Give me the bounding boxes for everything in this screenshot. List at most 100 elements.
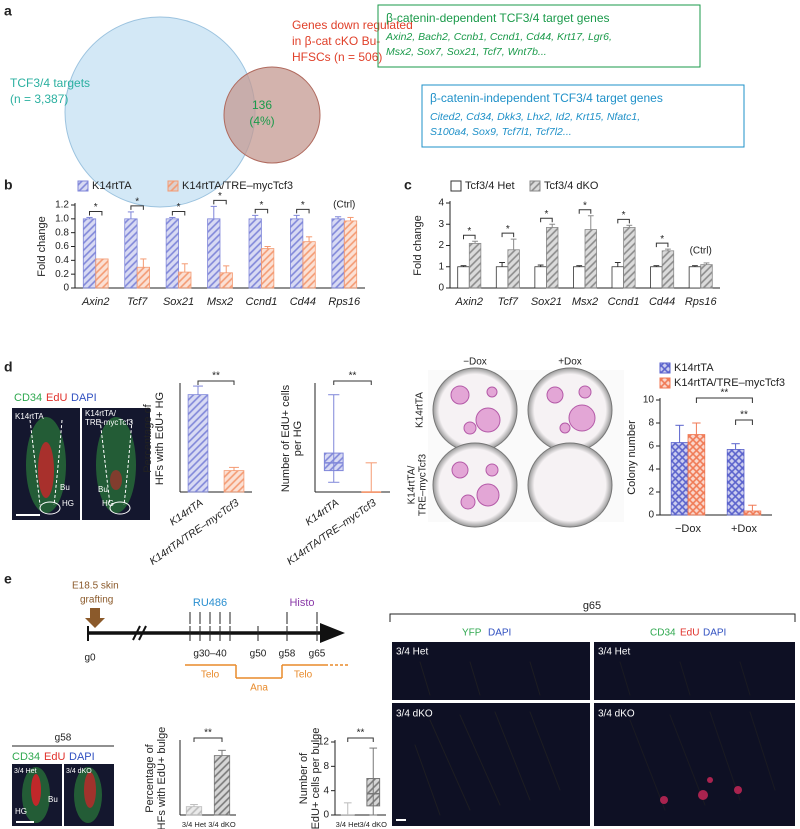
error-bar — [218, 749, 226, 756]
significance-label: ** — [357, 728, 365, 739]
legend-label: Tcf3/4 dKO — [544, 180, 599, 192]
legend-label: K14rtTA — [92, 180, 132, 192]
y-tick-label: 1.2 — [55, 200, 69, 211]
gene-list: Msx2, Sox7, Sox21, Tcf7, Wnt7b... — [386, 46, 547, 58]
x-tick-label: Cd44 — [649, 296, 675, 308]
stain-label: EdU — [44, 751, 65, 763]
plate-column: −Dox — [463, 357, 487, 368]
y-tick-label: 0.2 — [55, 269, 69, 280]
error-bar — [692, 265, 698, 267]
y-tick-label: 4 — [323, 785, 329, 796]
x-tick-label: Axin2 — [455, 296, 484, 308]
region-label: Bu — [48, 795, 58, 804]
significance-label: * — [506, 224, 510, 235]
error-bar — [190, 804, 198, 807]
day-label: g0 — [84, 653, 96, 664]
box — [323, 452, 344, 472]
panel-label: b — [4, 177, 13, 193]
x-tick-label: Tcf7 — [127, 296, 148, 308]
bar — [261, 248, 275, 289]
tile-label: K14rtTA/ — [85, 409, 117, 418]
error-bar — [731, 443, 740, 450]
gene-boxes: β-catenin-dependent TCF3/4 target genes A… — [377, 4, 745, 148]
significance-label: ** — [721, 388, 729, 399]
legend-label: K14rtTA/TRE–mycTcf3 — [182, 180, 293, 192]
image-title: g65 — [583, 600, 601, 612]
treatment-arrows — [189, 612, 231, 624]
y-tick-label: 0 — [648, 510, 654, 521]
error-bar — [614, 262, 621, 267]
bar — [546, 227, 559, 289]
error-bar — [264, 246, 271, 249]
stain-label: EdU — [46, 392, 67, 404]
error-bar — [665, 248, 671, 251]
micrograph — [392, 642, 590, 700]
error-bar — [229, 466, 239, 471]
bar — [688, 266, 702, 289]
bar — [468, 242, 482, 289]
y-tick-label: 4 — [438, 198, 444, 209]
bar — [207, 218, 221, 289]
plate-row: K14rtTA/ — [407, 465, 418, 504]
x-tick-label: Msx2 — [572, 296, 598, 308]
tile-label: K14rtTA — [15, 412, 44, 421]
micrograph-e-left: g58 CD34 EdU DAPI 3/4 Het 3/4 dKO Bu HG — [12, 733, 114, 826]
error-bar — [210, 205, 217, 219]
significance-label: * — [94, 202, 98, 213]
significance-label: * — [177, 202, 181, 213]
stain-label: CD34 — [14, 392, 42, 404]
day-label: g50 — [250, 649, 267, 660]
error-bar — [576, 265, 583, 267]
day-label: g65 — [309, 649, 326, 660]
x-tick-label: Rps16 — [328, 296, 361, 308]
bar — [95, 258, 109, 289]
bar — [661, 250, 675, 289]
gene-box-title: β-catenin-dependent TCF3/4 target genes — [386, 11, 610, 25]
x-tick-label: −Dox — [675, 523, 701, 535]
bar — [165, 218, 179, 289]
y-tick-label: 2 — [438, 240, 444, 251]
error-bar — [334, 216, 342, 219]
error-bar — [347, 216, 354, 221]
significance-bracket — [197, 380, 235, 385]
bar — [495, 266, 509, 289]
y-tick-label: 0.8 — [55, 227, 69, 238]
region-label: Bu — [60, 483, 70, 492]
treatment-label: RU486 — [193, 597, 227, 609]
outline — [109, 501, 131, 515]
significance-label: ** — [204, 728, 212, 739]
x-tick-label: 3/4 dKO — [359, 820, 387, 829]
row-label: 3/4 Het — [598, 647, 630, 658]
y-axis-label: HFs with EdU+ bulge — [156, 727, 168, 829]
legend-label: Tcf3/4 Het — [465, 180, 515, 192]
gene-list: Axin2, Bach2, Ccnb1, Ccnd1, Cd44, Krt17,… — [385, 31, 612, 43]
bar — [726, 449, 745, 516]
phase-label: Ana — [250, 683, 268, 694]
error-bar — [305, 236, 313, 242]
bar — [457, 266, 470, 289]
timeline: E18.5 skin grafting RU486 Histo g0 g30–4… — [72, 581, 350, 694]
significance-bracket — [333, 380, 372, 385]
y-tick-label: 8 — [648, 418, 654, 429]
stain-label: DAPI — [69, 751, 95, 763]
image-title: g58 — [55, 733, 72, 744]
error-bar — [181, 263, 188, 273]
significance-label: * — [135, 197, 139, 208]
y-tick-label: 4 — [648, 464, 654, 475]
bar — [223, 470, 245, 493]
row-label: 3/4 dKO — [396, 709, 433, 720]
edu-signal — [84, 772, 96, 808]
bar — [290, 218, 304, 289]
tile-label: TRE-mycTcf3 — [85, 418, 134, 427]
y-tick-label: 12 — [318, 737, 330, 748]
significance-bracket — [540, 217, 553, 223]
error-bar — [692, 422, 701, 435]
legend-swatch — [77, 180, 89, 192]
significance-bracket — [501, 232, 515, 238]
significance-label: * — [544, 209, 548, 220]
legend-label: K14rtTA/TRE–mycTcf3 — [674, 377, 785, 389]
tile-label: 3/4 dKO — [66, 768, 92, 775]
plate-column: +Dox — [558, 357, 582, 368]
venn-label: HFSCs (n = 506) — [292, 50, 382, 64]
significance-bracket — [213, 199, 227, 205]
